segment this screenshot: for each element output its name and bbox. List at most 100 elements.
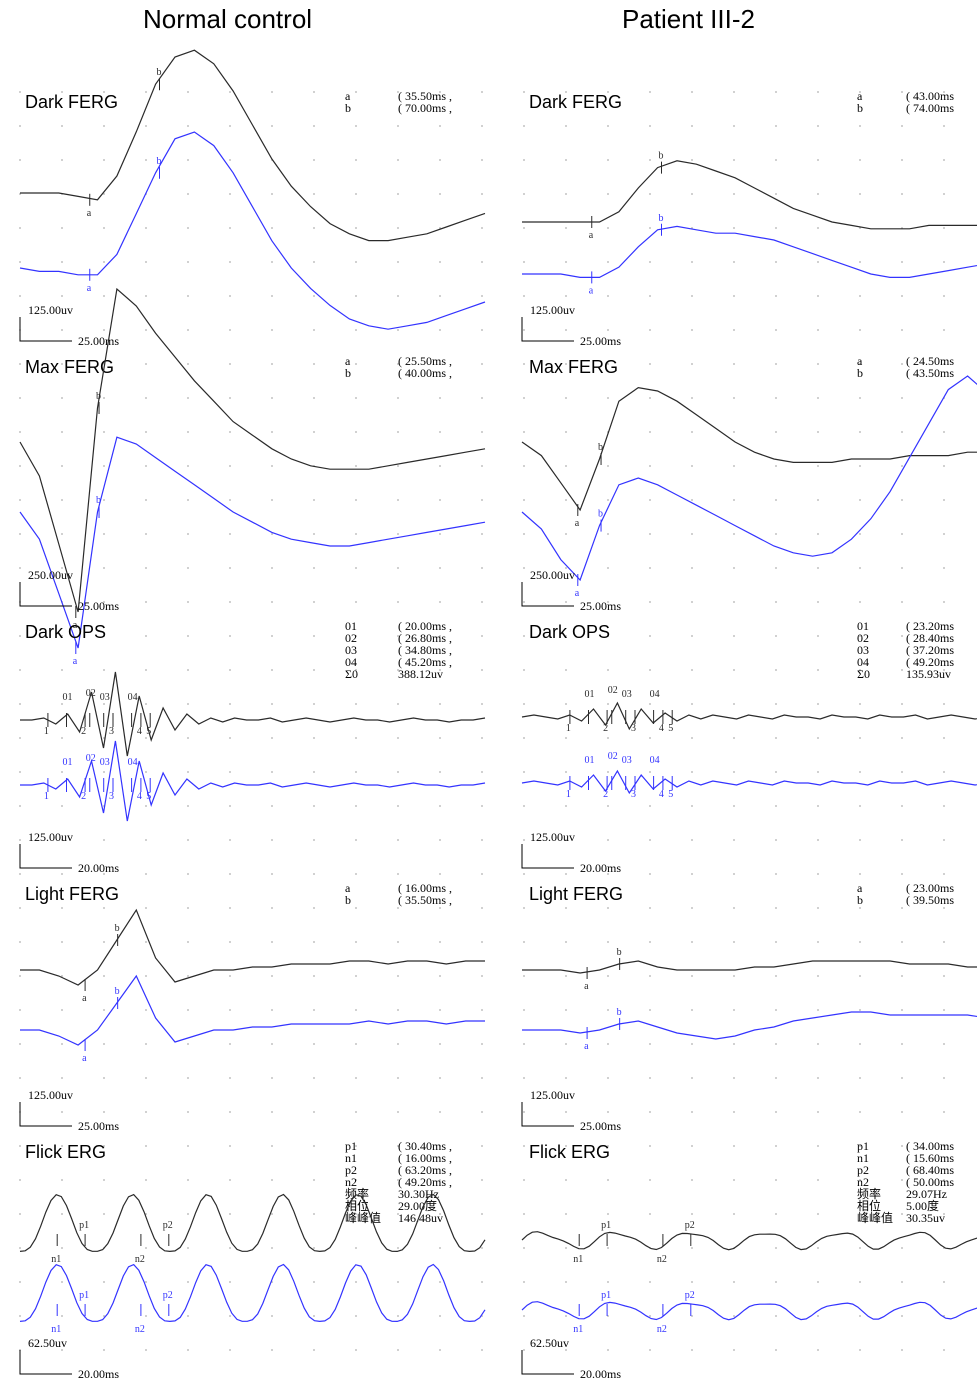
grid-dot	[187, 601, 189, 603]
annotation-key: p1	[857, 1139, 869, 1153]
grid-dot	[313, 941, 315, 943]
grid-dot	[523, 329, 525, 331]
annotation-key: a	[345, 354, 351, 368]
grid-dot	[901, 567, 903, 569]
grid-dot	[145, 771, 147, 773]
grid-dot	[229, 941, 231, 943]
grid-dot	[397, 193, 399, 195]
grid-dot	[145, 1077, 147, 1079]
grid-dot	[145, 1349, 147, 1351]
grid-dot	[607, 1145, 609, 1147]
marker-label: 01	[63, 692, 73, 703]
grid-dot	[439, 363, 441, 365]
grid-dot	[733, 1077, 735, 1079]
grid-dot	[187, 193, 189, 195]
grid-dot	[355, 1009, 357, 1011]
grid-dot	[523, 907, 525, 909]
scale-amplitude: 125.00uv	[530, 1088, 575, 1102]
grid-dot	[523, 227, 525, 229]
grid-dot	[439, 329, 441, 331]
grid-dot	[649, 1349, 651, 1351]
grid-dot	[355, 91, 357, 93]
grid-dot	[229, 499, 231, 501]
grid-dot	[523, 1247, 525, 1249]
grid-dot	[775, 261, 777, 263]
panel-4-0: Flick ERG p1 ( 30.40ms , n1 ( 16.00ms , p2 ( 6…	[19, 1139, 486, 1381]
grid-dot	[313, 1213, 315, 1215]
grid-dot	[481, 227, 483, 229]
grid-dot	[523, 1281, 525, 1283]
annotation-value: ( 50.00ms	[906, 1175, 954, 1189]
grid-dot	[691, 907, 693, 909]
annotation-key: b	[345, 893, 351, 907]
grid-dot	[481, 567, 483, 569]
grid-dot	[733, 1145, 735, 1147]
grid-dot	[817, 1281, 819, 1283]
grid-dot	[187, 499, 189, 501]
grid-dot	[943, 669, 945, 671]
trace-OS	[20, 974, 485, 1046]
grid-dot	[313, 737, 315, 739]
grid-dot	[649, 227, 651, 229]
grid-dot	[649, 1077, 651, 1079]
grid-dot	[775, 125, 777, 127]
trace-OS	[522, 1011, 977, 1040]
grid-dot	[775, 499, 777, 501]
scale-bar	[19, 582, 72, 607]
annotation-value: ( 16.00ms ,	[398, 881, 452, 895]
grid-dot	[397, 975, 399, 977]
marker-label: 1	[44, 726, 49, 737]
scale-amplitude: 62.50uv	[28, 1336, 67, 1350]
grid-dot	[229, 261, 231, 263]
grid-dot	[859, 193, 861, 195]
grid-dot	[439, 737, 441, 739]
grid-dot	[397, 91, 399, 93]
grid-dot	[901, 1179, 903, 1181]
grid-dot	[355, 771, 357, 773]
grid-dot	[229, 873, 231, 875]
grid-dot	[607, 363, 609, 365]
grid-dot	[733, 397, 735, 399]
grid-dot	[859, 907, 861, 909]
grid-dot	[355, 669, 357, 671]
marker-label-b: b	[115, 986, 120, 997]
grid-dot	[649, 1145, 651, 1147]
grid-dot	[607, 601, 609, 603]
marker-label: p1	[79, 1220, 89, 1231]
grid-dot	[859, 567, 861, 569]
grid-dot	[61, 839, 63, 841]
grid-dot	[649, 771, 651, 773]
grid-dot	[859, 533, 861, 535]
grid-dot	[313, 91, 315, 93]
grid-dot	[607, 125, 609, 127]
grid-dot	[565, 1111, 567, 1113]
grid-dot	[271, 1077, 273, 1079]
grid-dot	[271, 431, 273, 433]
grid-dot	[901, 1349, 903, 1351]
scale-time: 25.00ms	[78, 599, 119, 613]
grid-dot	[19, 1043, 21, 1045]
grid-dot	[733, 91, 735, 93]
grid-dot	[271, 125, 273, 127]
left-column-title: Normal control	[143, 4, 313, 34]
grid-dot	[271, 91, 273, 93]
grid-dot	[817, 227, 819, 229]
grid-dot	[649, 1043, 651, 1045]
grid-dot	[565, 839, 567, 841]
grid-dot	[481, 363, 483, 365]
annotation-key: a	[857, 881, 863, 895]
grid-dot	[607, 703, 609, 705]
grid-dot	[103, 703, 105, 705]
grid-dot	[271, 1043, 273, 1045]
grid-dot	[355, 329, 357, 331]
grid-dot	[397, 465, 399, 467]
grid-dot	[229, 975, 231, 977]
marker-label: 02	[86, 688, 96, 699]
grid-dot	[61, 329, 63, 331]
grid-dot	[733, 159, 735, 161]
grid-dot	[859, 1145, 861, 1147]
grid-dot	[229, 1349, 231, 1351]
grid-dot	[901, 771, 903, 773]
annotation-value: ( 28.40ms	[906, 631, 954, 645]
grid-dot	[145, 431, 147, 433]
